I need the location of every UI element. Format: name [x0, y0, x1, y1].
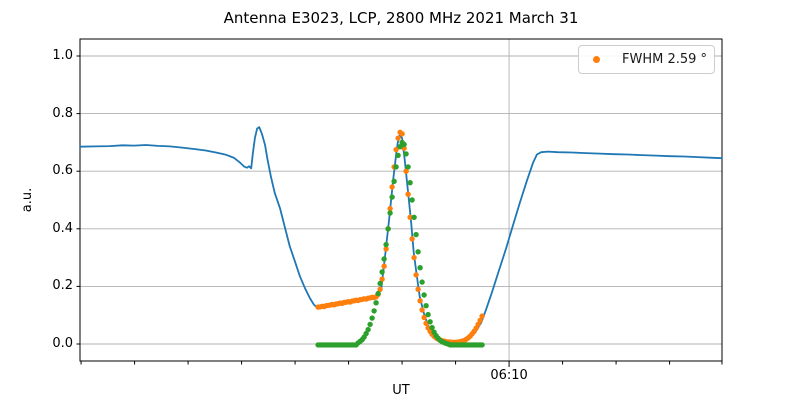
data-point [393, 164, 399, 170]
data-point [415, 286, 421, 292]
plot-border [79, 38, 723, 362]
legend-marker-icon [593, 56, 600, 63]
chart-title: Antenna E3023, LCP, 2800 MHz 2021 March … [223, 9, 579, 27]
data-point [373, 300, 379, 306]
legend: FWHM 2.59 ° [578, 45, 715, 74]
data-point [387, 205, 393, 212]
data-point [399, 131, 405, 137]
data-point [421, 314, 427, 321]
data-point [409, 236, 415, 242]
data-point [379, 276, 385, 282]
data-point [417, 265, 423, 271]
data-point [395, 152, 401, 159]
data-point [379, 269, 385, 275]
data-point [413, 272, 419, 278]
data-point [407, 214, 413, 220]
data-point [383, 246, 389, 252]
data-point [385, 226, 391, 232]
data-point [391, 178, 397, 184]
x-axis-label: UT [392, 383, 410, 398]
y-tick-label: 0.6 [52, 163, 73, 179]
data-point [403, 151, 409, 157]
data-point [405, 191, 411, 197]
data-point [425, 311, 431, 318]
data-point [407, 180, 413, 186]
y-tick-label: 0.2 [52, 278, 73, 294]
data-point [395, 135, 401, 141]
data-point [419, 279, 425, 285]
y-tick-label: 0.8 [52, 105, 73, 121]
data-point [371, 308, 377, 314]
data-point [397, 144, 403, 150]
data-point [419, 307, 425, 313]
data-point [479, 342, 485, 348]
data-point [389, 184, 395, 190]
data-point [415, 249, 421, 255]
data-point [367, 321, 373, 328]
data-point [479, 313, 485, 319]
data-point [401, 141, 407, 148]
data-point [383, 241, 389, 248]
data-point [477, 317, 483, 324]
y-tick-label: 1.0 [52, 47, 73, 63]
gaussian-fit-points [315, 139, 485, 348]
data-point [381, 263, 387, 269]
data-point [377, 286, 383, 292]
data-point [411, 214, 417, 220]
y-tick-label: 0.4 [52, 220, 73, 236]
measurement-points [315, 129, 485, 345]
data-point [409, 197, 415, 203]
data-point [423, 303, 429, 309]
legend-label: FWHM 2.59 ° [622, 52, 708, 67]
y-tick-label: 0.0 [52, 336, 73, 351]
data-point [381, 256, 387, 262]
data-point [475, 321, 481, 328]
data-point [421, 292, 427, 298]
data-point [413, 231, 419, 238]
data-point [429, 324, 435, 331]
data-point [363, 330, 369, 337]
data-point [389, 194, 395, 200]
data-point [403, 168, 409, 174]
data-point [411, 254, 417, 261]
raw-signal-line [79, 126, 723, 344]
data-point [405, 164, 411, 170]
data-point [375, 290, 381, 297]
data-point [393, 146, 399, 153]
data-point [417, 298, 423, 304]
data-point [365, 326, 371, 333]
x-tick-label: 06:10 [490, 368, 528, 383]
data-point [427, 319, 433, 325]
data-point [369, 315, 375, 321]
data-point [387, 210, 393, 216]
data-point [377, 280, 383, 287]
